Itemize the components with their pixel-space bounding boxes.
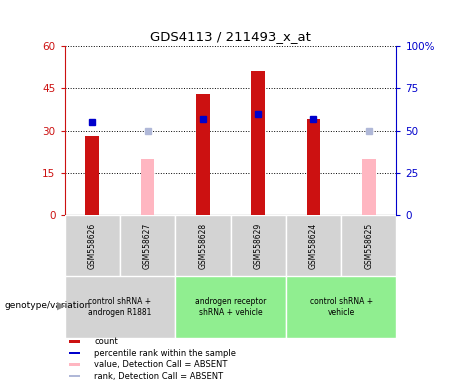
Bar — [69, 352, 81, 354]
Bar — [65, 276, 175, 338]
Text: count: count — [95, 337, 118, 346]
Bar — [286, 215, 341, 276]
Bar — [196, 94, 210, 215]
Text: ▶: ▶ — [57, 300, 65, 310]
Bar — [175, 276, 286, 338]
Text: androgen receptor
shRNA + vehicle: androgen receptor shRNA + vehicle — [195, 298, 266, 317]
Bar — [230, 215, 286, 276]
Bar — [175, 215, 230, 276]
Text: percentile rank within the sample: percentile rank within the sample — [95, 349, 236, 358]
Bar — [69, 375, 81, 377]
Bar — [286, 276, 396, 338]
Bar — [120, 215, 175, 276]
Bar — [341, 215, 396, 276]
Bar — [362, 159, 376, 215]
Bar — [65, 215, 120, 276]
Text: rank, Detection Call = ABSENT: rank, Detection Call = ABSENT — [95, 372, 224, 381]
Text: GSM558625: GSM558625 — [364, 223, 373, 269]
Title: GDS4113 / 211493_x_at: GDS4113 / 211493_x_at — [150, 30, 311, 43]
Text: control shRNA +
androgen R1881: control shRNA + androgen R1881 — [88, 298, 152, 317]
Text: GSM558626: GSM558626 — [88, 223, 97, 269]
Bar — [141, 159, 154, 215]
Text: GSM558628: GSM558628 — [198, 223, 207, 269]
Bar — [307, 119, 320, 215]
Text: value, Detection Call = ABSENT: value, Detection Call = ABSENT — [95, 360, 228, 369]
Bar — [69, 340, 81, 343]
Text: GSM558627: GSM558627 — [143, 223, 152, 269]
Text: GSM558629: GSM558629 — [254, 223, 263, 269]
Text: GSM558624: GSM558624 — [309, 223, 318, 269]
Text: control shRNA +
vehicle: control shRNA + vehicle — [310, 298, 372, 317]
Bar — [69, 363, 81, 366]
Bar — [251, 71, 265, 215]
Bar — [85, 136, 99, 215]
Text: genotype/variation: genotype/variation — [5, 301, 91, 310]
